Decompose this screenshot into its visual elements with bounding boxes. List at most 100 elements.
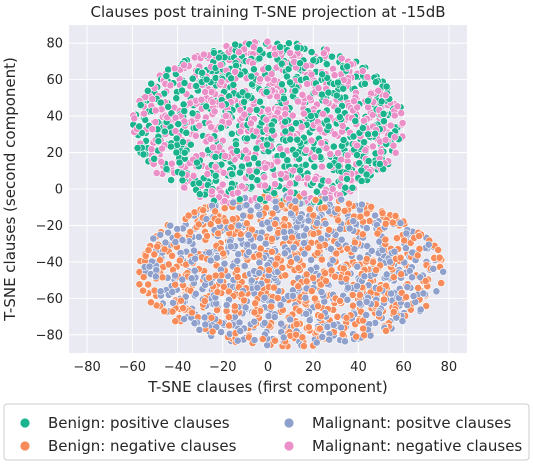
point-malignant-negative — [343, 151, 352, 160]
point-benign-negative — [356, 291, 364, 299]
point-malignant-negative — [130, 114, 139, 123]
point-benign-negative — [230, 302, 239, 311]
point-benign-positive — [178, 86, 186, 95]
point-benign-negative — [437, 279, 446, 287]
x-tick-label: −20 — [209, 360, 236, 375]
point-benign-positive — [371, 129, 379, 138]
point-benign-negative — [164, 260, 173, 269]
point-malignant-negative — [180, 61, 188, 70]
point-malignant-positive — [353, 262, 362, 271]
point-malignant-negative — [260, 173, 269, 182]
point-benign-positive — [135, 122, 144, 131]
y-tick-label: 0 — [55, 183, 63, 198]
point-benign-negative — [160, 307, 169, 316]
point-benign-positive — [362, 170, 371, 179]
point-malignant-positive — [355, 299, 364, 308]
point-benign-positive — [164, 102, 173, 111]
point-benign-negative — [225, 321, 233, 330]
point-malignant-positive — [367, 246, 376, 255]
point-malignant-positive — [255, 258, 264, 267]
point-malignant-negative — [264, 105, 272, 114]
point-benign-positive — [227, 129, 236, 138]
x-tick-label: −80 — [73, 360, 100, 375]
point-malignant-positive — [217, 328, 225, 336]
point-benign-positive — [198, 68, 206, 77]
x-tick-label: 0 — [264, 360, 272, 375]
point-benign-negative — [160, 245, 169, 254]
point-malignant-negative — [353, 103, 362, 112]
legend-marker-malignant-negative — [283, 440, 295, 452]
point-malignant-positive — [408, 273, 416, 282]
point-malignant-negative — [353, 141, 361, 150]
point-benign-negative — [168, 251, 176, 260]
point-benign-positive — [179, 100, 188, 109]
point-malignant-positive — [401, 244, 410, 253]
point-malignant-negative — [206, 135, 215, 143]
point-benign-negative — [268, 209, 277, 218]
point-malignant-positive — [280, 228, 288, 236]
point-benign-positive — [343, 62, 352, 71]
point-malignant-positive — [409, 292, 418, 300]
point-benign-negative — [380, 295, 388, 304]
point-benign-negative — [375, 285, 384, 293]
point-malignant-positive — [178, 275, 187, 284]
point-benign-negative — [331, 272, 339, 281]
legend-label-benign-negative: Benign: negative clauses — [48, 437, 237, 455]
point-malignant-negative — [374, 86, 383, 95]
point-malignant-positive — [255, 210, 264, 219]
point-malignant-positive — [301, 293, 310, 302]
point-benign-negative — [325, 225, 333, 234]
point-benign-positive — [312, 187, 321, 196]
point-malignant-positive — [350, 245, 359, 254]
point-benign-positive — [292, 119, 300, 128]
point-benign-positive — [296, 59, 304, 68]
point-benign-positive — [256, 97, 264, 106]
point-benign-negative — [273, 294, 282, 302]
point-benign-positive — [358, 124, 367, 133]
point-malignant-negative — [221, 152, 230, 160]
point-benign-negative — [278, 263, 287, 272]
point-malignant-positive — [239, 211, 248, 220]
point-benign-positive — [211, 152, 220, 161]
point-malignant-positive — [256, 234, 264, 243]
point-benign-negative — [315, 324, 324, 333]
point-malignant-positive — [205, 248, 214, 257]
point-benign-positive — [227, 74, 236, 83]
point-malignant-negative — [338, 122, 347, 130]
point-malignant-positive — [321, 219, 330, 228]
point-malignant-negative — [310, 153, 319, 162]
point-benign-negative — [267, 302, 276, 311]
point-malignant-negative — [201, 88, 209, 96]
point-malignant-negative — [381, 91, 390, 100]
point-malignant-negative — [256, 75, 264, 83]
point-benign-negative — [310, 294, 319, 303]
point-malignant-positive — [398, 317, 407, 325]
point-malignant-negative — [300, 189, 308, 198]
point-benign-positive — [286, 135, 295, 144]
point-benign-negative — [352, 332, 361, 341]
point-malignant-positive — [362, 311, 371, 319]
point-malignant-negative — [267, 70, 276, 78]
point-benign-negative — [360, 331, 369, 340]
point-malignant-negative — [398, 119, 407, 127]
point-malignant-negative — [324, 177, 333, 185]
point-malignant-negative — [359, 116, 368, 125]
point-benign-positive — [283, 156, 292, 165]
point-malignant-negative — [391, 148, 400, 157]
point-benign-negative — [382, 326, 390, 335]
point-malignant-positive — [250, 317, 259, 326]
point-benign-negative — [342, 274, 351, 283]
point-malignant-negative — [318, 162, 326, 171]
point-malignant-negative — [148, 125, 157, 134]
point-malignant-positive — [337, 235, 346, 244]
point-benign-negative — [294, 263, 303, 272]
point-benign-positive — [324, 122, 333, 131]
point-benign-negative — [188, 308, 196, 317]
point-benign-positive — [178, 176, 187, 185]
point-malignant-negative — [240, 110, 249, 119]
point-benign-positive — [180, 107, 189, 115]
point-benign-positive — [310, 162, 319, 171]
point-malignant-negative — [233, 188, 242, 197]
point-benign-negative — [240, 296, 248, 305]
point-malignant-negative — [320, 188, 329, 197]
